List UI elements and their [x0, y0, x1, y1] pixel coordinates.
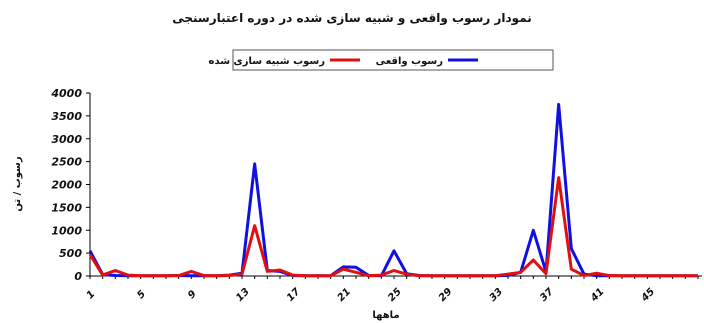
- legend: رسوب واقعی رسوب شبیه سازی شده: [209, 49, 554, 71]
- series-line-simulated: [88, 176, 698, 278]
- y-tick-label: 4000: [50, 87, 82, 100]
- chart-title: نمودار رسوب واقعی و شبیه سازی شده در دور…: [172, 11, 532, 26]
- legend-box: [232, 49, 554, 71]
- x-tick-label: 21: [336, 286, 354, 304]
- x-tick-label: 29: [437, 286, 455, 304]
- y-ticks: 0 500 1000 1500 2000 2500 3000 3500 4000: [50, 87, 90, 283]
- series-line-actual: [88, 102, 698, 278]
- x-tick-label: 17: [285, 286, 303, 304]
- y-tick-label: 1500: [51, 201, 82, 214]
- y-tick-label: 2000: [51, 179, 82, 192]
- x-tick-label: 37: [538, 286, 556, 304]
- x-tick-label: 33: [488, 286, 506, 304]
- y-axis-label: رسوب / تن: [12, 156, 23, 212]
- legend-label-actual: رسوب واقعی: [376, 56, 444, 67]
- y-tick-label: 3000: [51, 133, 82, 146]
- x-tick-label: 25: [386, 286, 404, 304]
- x-tick-label: 5: [135, 289, 148, 302]
- x-tick-label: 41: [588, 286, 606, 304]
- x-ticks: 1 5 9 13 17 21 25 29 33 37 41 45: [85, 276, 699, 305]
- y-tick-label: 2500: [51, 156, 82, 169]
- legend-label-simulated: رسوب شبیه سازی شده: [209, 56, 326, 67]
- x-tick-label: 1: [85, 289, 98, 302]
- y-tick-label: 1000: [51, 224, 82, 237]
- y-tick-label: 500: [59, 247, 82, 260]
- x-tick-label: 45: [639, 286, 657, 304]
- x-axis-label: ماهها: [372, 310, 399, 321]
- x-tick-label: 13: [234, 286, 252, 304]
- series-group: [88, 102, 698, 278]
- axes: [89, 93, 702, 277]
- y-tick-label: 0: [74, 270, 82, 283]
- x-tick-label: 9: [186, 289, 199, 302]
- y-tick-label: 3500: [51, 110, 82, 123]
